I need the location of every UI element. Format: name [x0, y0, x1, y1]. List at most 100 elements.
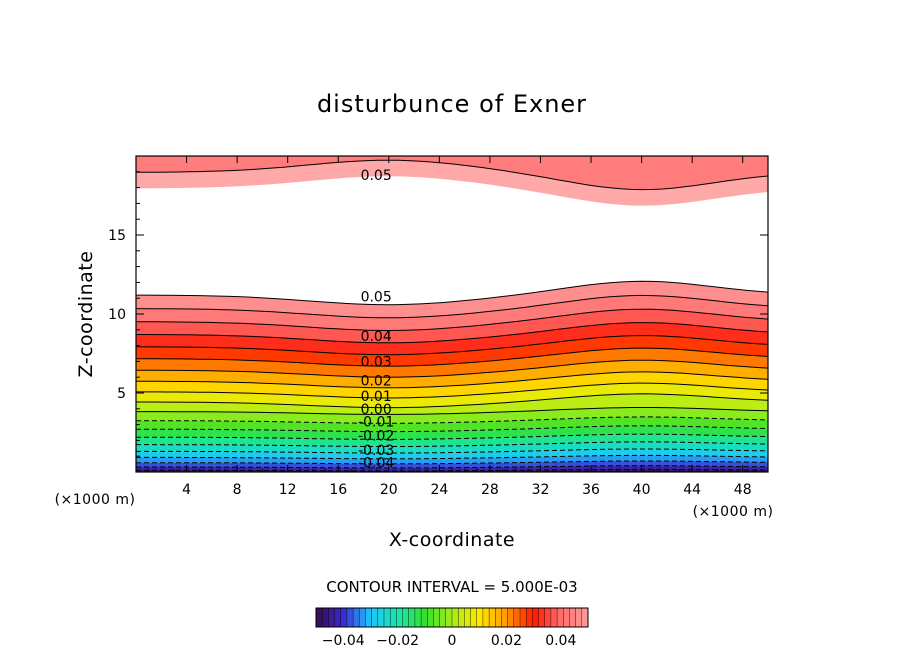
contour-line [136, 465, 768, 469]
colorbar-cell [544, 607, 552, 628]
x-tick-label: 12 [279, 482, 297, 498]
contour-label: 0.03 [361, 354, 392, 370]
contour-line [136, 416, 768, 424]
contour-line [136, 308, 768, 332]
colorbar-cell [457, 607, 465, 628]
contour-line [136, 441, 768, 447]
colorbar-cell [525, 607, 533, 628]
colorbar-tick-label: 0 [448, 633, 457, 649]
contour-label: 0.00 [361, 402, 392, 418]
contour-line [136, 407, 768, 415]
contour-label: -0.03 [358, 443, 394, 459]
contour-labels: 0.050.050.040.030.020.010.00-0.01-0.02-0… [358, 168, 394, 472]
contour-label: -0.01 [358, 414, 394, 430]
contour-line [136, 159, 768, 191]
contour-lines [136, 159, 768, 472]
colorbar-cell [495, 607, 502, 628]
colorbar-cell [556, 607, 564, 628]
colorbar-tick-label: 0.04 [545, 633, 576, 649]
y-tick-label: 5 [117, 386, 126, 402]
contour-label: 0.05 [361, 168, 392, 184]
contour-line [136, 334, 768, 356]
colorbar-cell [501, 607, 509, 628]
contour-label: 0.05 [361, 290, 392, 306]
x-tick-label: 8 [233, 482, 242, 498]
colorbar-cell [402, 607, 410, 628]
contour-line [136, 425, 768, 433]
x-axis-unit: (×1000 m) [693, 504, 774, 520]
colorbar-cell [532, 607, 540, 628]
colorbar-cell [513, 607, 521, 628]
colorbar-cell [420, 607, 428, 628]
colorbar-cell [414, 607, 422, 628]
contour-label: -0.04 [358, 456, 394, 472]
contour-line [136, 322, 768, 344]
y-axis-ticks: 5 10 15 [108, 171, 768, 457]
x-tick-label: 32 [532, 482, 550, 498]
colorbar-cell [488, 607, 496, 628]
contour-line [136, 448, 768, 454]
colorbar-cell [550, 607, 558, 628]
contour-line [136, 382, 768, 399]
colorbar-cell [359, 607, 366, 628]
colorbar-cell [445, 607, 453, 628]
plot-area: 0.050.050.040.030.020.010.00-0.01-0.02-0… [108, 155, 769, 498]
contour-interval-label: CONTOUR INTERVAL = 5.000E-03 [326, 578, 577, 596]
colorbar-cell [396, 607, 404, 628]
x-tick-label: 40 [633, 482, 651, 498]
colorbar-cell [507, 607, 515, 628]
x-tick-label: 16 [329, 482, 347, 498]
colorbar-cell [538, 607, 546, 628]
colorbar-cell [352, 607, 360, 628]
colorbar-cell [334, 607, 342, 628]
colorbar-cell [519, 607, 527, 628]
contour-line [136, 371, 768, 389]
x-tick-label: 48 [734, 482, 752, 498]
contour-line [136, 280, 768, 306]
colorbar-cell [315, 607, 323, 628]
colorbar-cell [439, 607, 447, 628]
contour-line [136, 433, 768, 440]
contour-band [136, 156, 768, 190]
colorbar-cell [581, 607, 589, 628]
colorbar-cell [346, 607, 354, 628]
colorbar-cell [464, 607, 472, 628]
colorbar-cell [321, 607, 329, 628]
contour-line [136, 294, 768, 319]
x-axis-title: X-coordinate [389, 529, 515, 551]
colorbar-cell [389, 607, 397, 628]
colorbar-tick-label: −0.02 [376, 633, 419, 649]
colorbar: −0.04 −0.02 0 0.02 0.04 [315, 607, 589, 649]
colorbar-cell [371, 607, 379, 628]
contour-line [136, 454, 768, 460]
colorbar-cell [340, 607, 348, 628]
colorbar-cell [482, 607, 490, 628]
colorbar-cell [451, 607, 459, 628]
colorbar-cell [470, 607, 478, 628]
colorbar-cell [377, 607, 385, 628]
colorbar-frame [315, 607, 589, 628]
colorbar-cell [476, 607, 484, 628]
contour-label: -0.02 [358, 429, 394, 445]
chart-title: disturbunce of Exner [317, 90, 587, 118]
colorbar-tick-label: 0.02 [491, 633, 522, 649]
x-tick-label: 44 [683, 482, 701, 498]
y-axis-unit: (×1000 m) [55, 492, 136, 508]
contour-label: 0.02 [361, 373, 392, 389]
x-tick-label: 20 [380, 482, 398, 498]
x-tick-label: 28 [481, 482, 499, 498]
contour-label: 0.04 [361, 329, 392, 345]
x-tick-label: 36 [582, 482, 600, 498]
contour-line [136, 460, 768, 465]
y-axis-title: Z-coordinate [75, 251, 97, 378]
colorbar-cell [365, 607, 373, 628]
colorbar-tick-label: −0.04 [322, 633, 365, 649]
x-tick-label: 24 [430, 482, 448, 498]
colorbar-cell [328, 607, 336, 628]
y-tick-label: 15 [108, 228, 126, 244]
colorbar-cell [575, 607, 583, 628]
y-tick-label: 10 [108, 307, 126, 323]
colorbar-cell [569, 607, 577, 628]
colorbar-cell [427, 607, 434, 628]
